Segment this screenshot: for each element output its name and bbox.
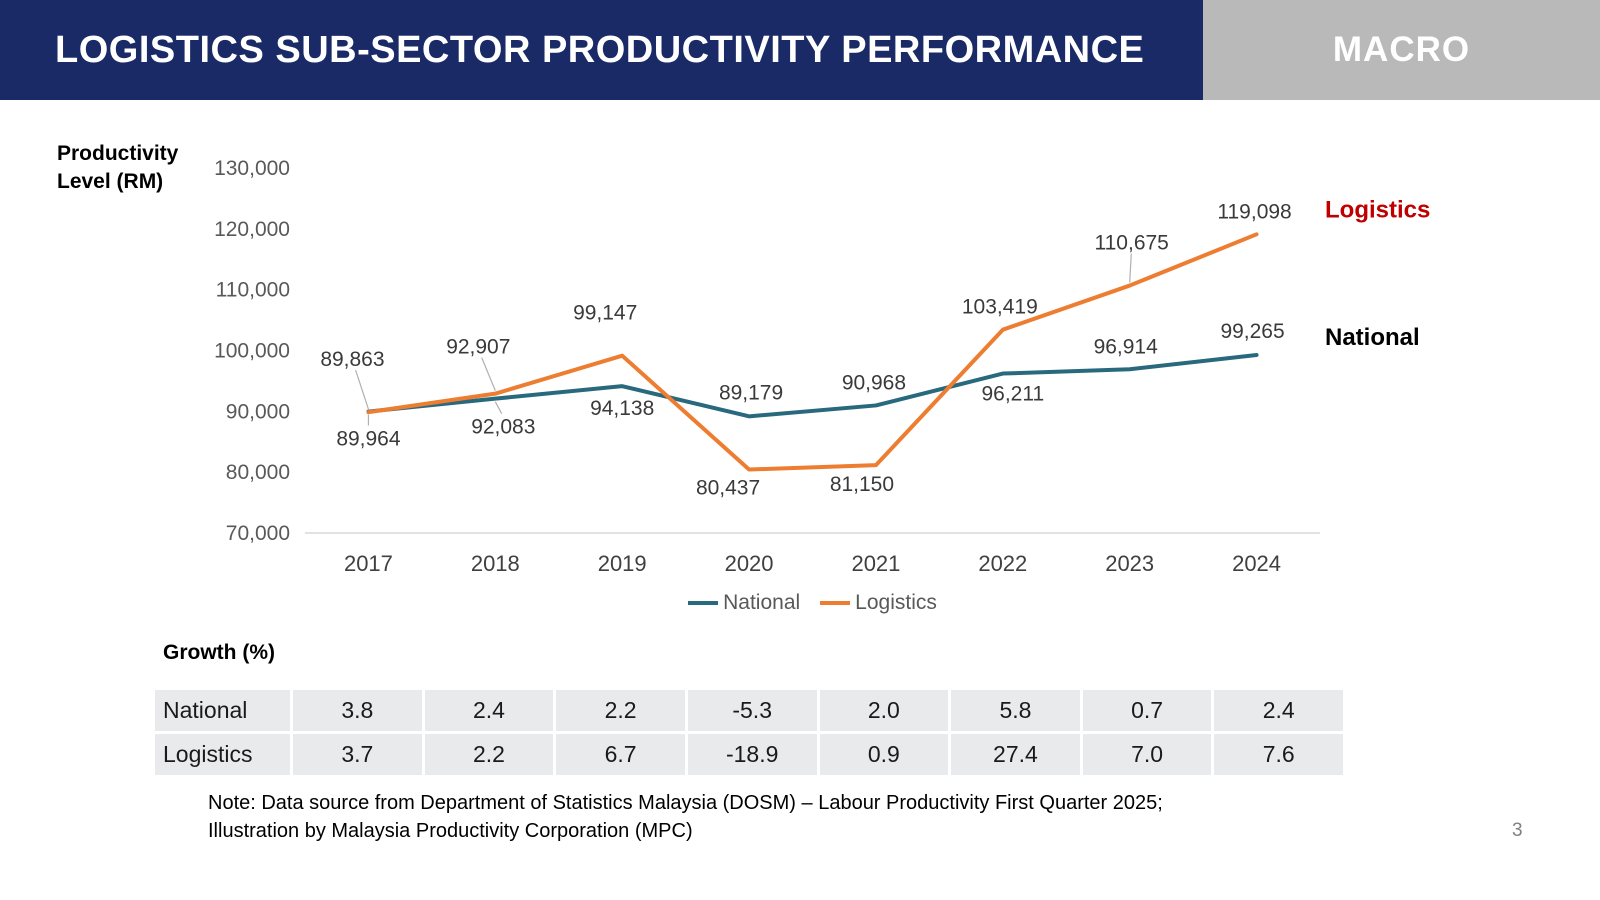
data-label-logistics: 80,437: [696, 477, 760, 500]
legend-item-national: National: [688, 591, 800, 615]
note-line2: Illustration by Malaysia Productivity Co…: [208, 820, 693, 842]
growth-cell: 2.4: [1214, 690, 1343, 731]
data-label-national: 90,968: [842, 371, 906, 394]
data-label-national: 96,211: [981, 383, 1044, 406]
y-tick-label: 70,000: [226, 522, 290, 545]
growth-cell: 0.7: [1082, 690, 1212, 731]
y-tick-label: 100,000: [214, 340, 290, 363]
y-axis-label: Productivity Level (RM): [57, 142, 179, 193]
data-label-logistics: 110,675: [1095, 232, 1169, 255]
growth-cell: 27.4: [951, 734, 1080, 775]
data-label-national: 92,083: [471, 416, 535, 439]
legend-line-swatch: [688, 601, 719, 605]
growth-row-label: National: [155, 690, 290, 731]
growth-cell: -18.9: [687, 734, 817, 775]
growth-row-label: Logistics: [155, 734, 290, 775]
growth-cell: -5.3: [687, 690, 817, 731]
x-tick-label: 2020: [725, 551, 774, 576]
series-line-logistics: [366, 232, 1259, 472]
growth-cell: 6.7: [556, 734, 685, 775]
growth-cell: 2.2: [556, 690, 685, 731]
growth-cell: 0.9: [819, 734, 949, 775]
x-tick-label: 2017: [344, 551, 393, 576]
growth-table-title: Growth (%): [163, 641, 275, 664]
data-label-logistics: 103,419: [962, 296, 1038, 319]
data-label-logistics: 119,098: [1217, 200, 1291, 223]
data-label-national: 96,914: [1094, 335, 1159, 358]
growth-cell: 3.7: [293, 734, 422, 775]
legend-line-swatch: [820, 601, 851, 605]
x-tick-label: 2018: [471, 551, 520, 576]
y-tick-label: 110,000: [216, 279, 290, 302]
data-label-logistics: 92,907: [446, 336, 510, 359]
label-leader-line: [494, 401, 503, 414]
growth-table: National 3.8 2.4 2.2 -5.3 2.0 5.8 0.7 2.4 Logisti…: [155, 690, 1343, 775]
y-tick-label: 130,000: [214, 157, 290, 180]
y-tick-label: 90,000: [226, 400, 290, 423]
data-label-logistics: 89,863: [320, 348, 384, 371]
y-tick-label: 120,000: [214, 218, 290, 241]
note-line1: Note: Data source from Department of Sta…: [208, 792, 1163, 814]
data-label-logistics: 81,150: [830, 473, 894, 496]
chart-legend: National Logistics: [305, 591, 1320, 615]
legend-label: Logistics: [855, 591, 937, 614]
label-leader-line: [355, 369, 370, 410]
label-leader-line: [481, 357, 496, 391]
data-label-national: 89,179: [719, 381, 783, 404]
data-label-national: 94,138: [590, 397, 654, 420]
x-tick-label: 2024: [1232, 551, 1281, 576]
y-tick-label: 80,000: [226, 461, 290, 484]
growth-cell: 7.0: [1082, 734, 1212, 775]
data-label-logistics: 99,147: [573, 302, 637, 325]
x-tick-label: 2021: [851, 551, 900, 576]
series-end-label-logistics: Logistics: [1325, 196, 1430, 223]
page-number: 3: [1512, 820, 1523, 841]
growth-cell: 3.8: [293, 690, 422, 731]
growth-cell: 5.8: [951, 690, 1080, 731]
x-tick-label: 2022: [978, 551, 1027, 576]
x-tick-label: 2023: [1105, 551, 1154, 576]
slide-title: LOGISTICS SUB-SECTOR PRODUCTIVITY PERFOR…: [55, 28, 1145, 71]
data-label-national: 89,964: [336, 428, 401, 451]
data-label-national: 99,265: [1220, 320, 1284, 343]
x-tick-label: 2019: [598, 551, 647, 576]
macro-tag: MACRO: [1203, 0, 1600, 100]
growth-cell: 7.6: [1214, 734, 1343, 775]
legend-label: National: [723, 591, 801, 614]
source-note: Note: Data source from Department of Sta…: [208, 789, 1163, 845]
productivity-line-chart: 70,000 80,000 90,000 100,000 110,000 120,000 1…: [214, 157, 1430, 576]
header-bar: LOGISTICS SUB-SECTOR PRODUCTIVITY PERFOR…: [0, 0, 1600, 100]
growth-cell: 2.0: [819, 690, 949, 731]
series-end-label-national: National: [1325, 324, 1420, 351]
label-leader-line: [1129, 253, 1132, 283]
series-line-national: [366, 352, 1259, 419]
growth-cell: 2.2: [424, 734, 554, 775]
legend-item-logistics: Logistics: [820, 591, 937, 615]
growth-cell: 2.4: [424, 690, 554, 731]
header-title-bar: LOGISTICS SUB-SECTOR PRODUCTIVITY PERFOR…: [0, 0, 1203, 100]
